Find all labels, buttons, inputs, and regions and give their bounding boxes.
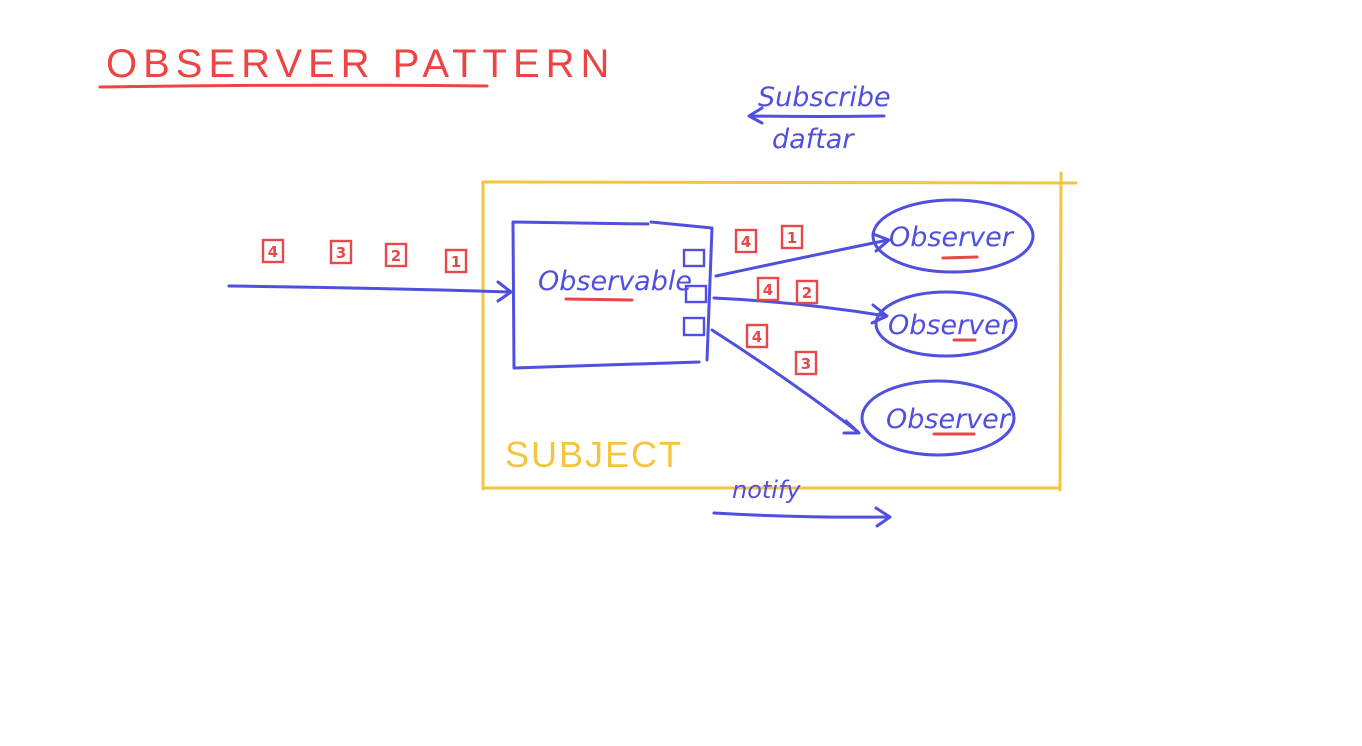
observable-box: [511, 220, 714, 370]
subscribe-annotation: Subscribe daftar: [747, 82, 891, 155]
incoming-message-4: 4: [261, 238, 285, 264]
subscribe-arrowhead: [747, 106, 764, 125]
connection-3-message-4: 4: [745, 323, 769, 349]
observer-underline: [941, 255, 979, 260]
message-box-outline: [745, 323, 769, 349]
connection-3: [710, 328, 860, 434]
subject-container: SUBJECT: [481, 171, 1078, 492]
observer-label: Observer: [886, 404, 1012, 435]
message-number: 2: [802, 284, 812, 302]
observer-2: Observer: [874, 290, 1018, 358]
connection-2-message-4: 4: [756, 276, 780, 302]
observable-block: Observable: [511, 220, 714, 370]
message-box-outline: [384, 242, 408, 268]
connection-3-message-3: 3: [794, 350, 818, 376]
observer-label: Observer: [888, 310, 1014, 341]
notify-annotation: notify: [712, 476, 892, 528]
message-number: 4: [752, 328, 762, 346]
incoming-arrow: [227, 284, 512, 294]
notify-arrowhead: [874, 506, 892, 528]
message-number: 3: [336, 244, 346, 262]
connection-2: [712, 296, 888, 318]
observer-connections: [710, 232, 891, 435]
observer-1: Observer: [871, 198, 1035, 274]
title-text: OBSERVER PATTERN: [106, 42, 615, 86]
observable-port-2: [684, 284, 708, 304]
message-number: 1: [451, 253, 461, 271]
incoming-message-2: 2: [384, 242, 408, 268]
notify-label: notify: [732, 476, 801, 504]
diagram-title: OBSERVER PATTERN: [98, 42, 615, 89]
subscribe-label: Subscribe: [758, 82, 891, 113]
message-box-outline: [780, 224, 804, 250]
observable-port-3: [682, 316, 706, 337]
message-number: 1: [787, 229, 797, 247]
subscribe-arrow: [749, 114, 886, 118]
observer-3: Observer: [860, 379, 1016, 457]
observer-ellipse: [871, 198, 1035, 274]
subscribe-sublabel: daftar: [772, 124, 855, 155]
message-number: 4: [763, 281, 773, 299]
subject-border: [481, 171, 1078, 492]
message-box-outline: [794, 350, 818, 376]
message-number: 4: [741, 233, 751, 251]
subject-label: SUBJECT: [505, 434, 683, 475]
message-box-outline: [756, 276, 780, 302]
observer-ellipse: [874, 290, 1018, 358]
message-box-outline: [734, 228, 758, 254]
incoming-messages: 4 3 2 1: [261, 238, 468, 274]
incoming-arrowhead: [496, 280, 513, 303]
incoming-stream: 4 3 2 1: [227, 238, 513, 303]
connection-1-message-4: 4: [734, 228, 758, 254]
message-box-outline: [261, 238, 285, 264]
message-number: 4: [268, 243, 278, 261]
connection-1: [714, 238, 890, 278]
observer-ellipse: [860, 379, 1016, 457]
message-box-outline: [329, 239, 353, 265]
notify-arrow: [712, 511, 891, 519]
message-number: 3: [801, 355, 811, 373]
connection-1-message-1: 1: [780, 224, 804, 250]
observable-port-1: [682, 248, 706, 268]
connection-messages: 4 1 4 2 4 3: [734, 224, 819, 376]
connection-2-message-2: 2: [795, 279, 819, 305]
connection-1-arrowhead: [871, 232, 891, 253]
title-underline: [98, 83, 489, 89]
incoming-message-3: 3: [329, 239, 353, 265]
observable-underline: [564, 297, 634, 302]
message-box-outline: [444, 248, 468, 274]
observable-label: Observable: [538, 266, 692, 297]
message-number: 2: [391, 247, 401, 265]
incoming-message-1: 1: [444, 248, 468, 274]
connection-3-arrowhead: [842, 419, 861, 435]
observer-label: Observer: [889, 222, 1015, 253]
message-box-outline: [795, 279, 819, 305]
